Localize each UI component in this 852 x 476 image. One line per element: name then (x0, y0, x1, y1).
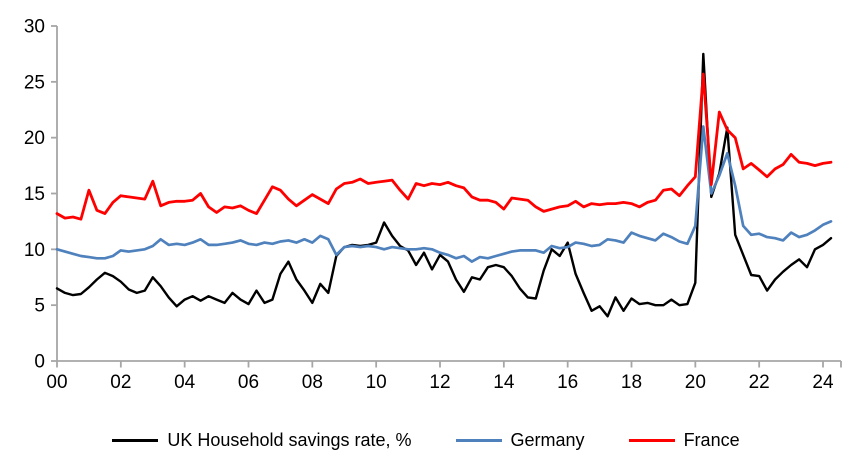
chart-legend: UK Household savings rate, % Germany Fra… (0, 430, 852, 451)
x-axis-tick-label: 12 (429, 372, 450, 393)
legend-item-germany: Germany (455, 430, 585, 451)
legend-item-france: France (628, 430, 740, 451)
x-axis-tick-label: 16 (557, 372, 578, 393)
legend-label-uk: UK Household savings rate, % (167, 430, 412, 450)
chart-series-lines (55, 52, 833, 318)
x-axis-tick-label: 18 (621, 372, 642, 393)
legend-label-germany: Germany (510, 430, 585, 450)
germany-line-swatch (455, 439, 502, 442)
uk-line-swatch (112, 439, 159, 442)
chart-tick-labels: 0 5 10 15 20 25 30 00 02 04 06 08 10 12 14 16 18 20 22 24 (24, 17, 834, 394)
x-axis-tick-label: 22 (749, 372, 770, 393)
series-line-france (55, 72, 833, 221)
x-axis-tick-label: 24 (812, 372, 834, 393)
x-axis-tick-label: 00 (46, 372, 67, 393)
axis-line (56, 26, 841, 362)
x-axis-tick-label: 02 (110, 372, 131, 393)
legend-item-uk: UK Household savings rate, % (112, 430, 412, 451)
y-axis-tick-label: 20 (24, 128, 45, 149)
legend-label-france: France (683, 430, 740, 450)
line-chart: 0 5 10 15 20 25 30 00 02 04 06 08 10 12 14 16 18 20 22 24 (24, 17, 842, 394)
chart-axes (51, 25, 842, 368)
y-axis-tick-label: 25 (24, 72, 45, 93)
y-axis-tick-label: 10 (24, 240, 45, 261)
x-axis-tick-label: 20 (685, 372, 706, 393)
y-axis-tick-label: 15 (24, 184, 45, 205)
y-axis-tick-label: 30 (24, 17, 45, 38)
series-line-germany (55, 125, 833, 263)
y-axis-tick-label: 5 (34, 296, 45, 317)
x-axis-tick-label: 14 (493, 372, 515, 393)
x-axis-tick-label: 10 (366, 372, 387, 393)
x-axis-tick-label: 04 (174, 372, 196, 393)
x-axis-tick-label: 08 (302, 372, 323, 393)
x-axis-tick-label: 06 (238, 372, 259, 393)
y-axis-tick-label: 0 (34, 352, 45, 373)
france-line-swatch (628, 439, 675, 442)
